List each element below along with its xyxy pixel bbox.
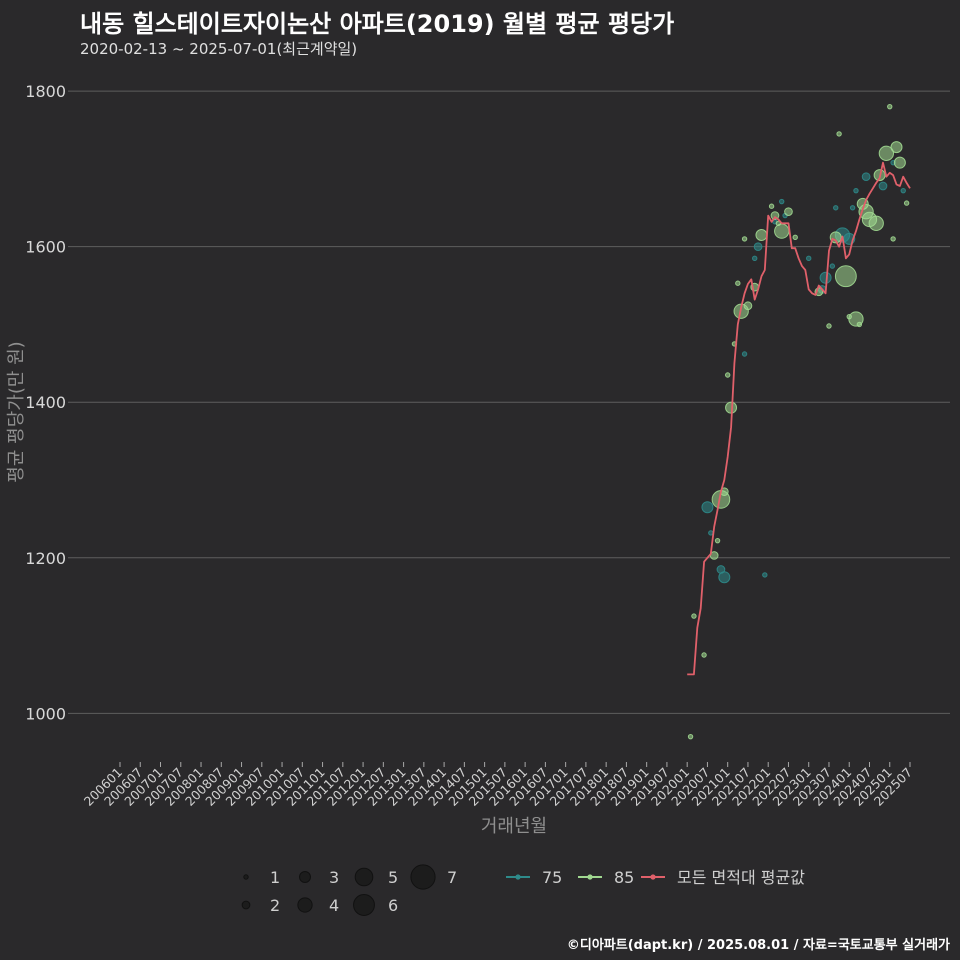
data-point-85 [687, 733, 694, 740]
series-legend-dot [650, 874, 656, 880]
data-points [687, 103, 910, 740]
size-legend-label: 4 [329, 896, 339, 915]
y-tick-label: 1200 [25, 549, 66, 568]
average-line [687, 161, 911, 676]
size-legend-label: 2 [270, 896, 280, 915]
data-point-85 [868, 215, 884, 231]
gridlines [68, 90, 950, 714]
data-point-75 [833, 205, 839, 211]
y-tick-label: 1800 [25, 82, 66, 101]
series-legend-label: 75 [542, 868, 562, 887]
size-legend-dot [410, 864, 436, 890]
chart-subtitle: 2020-02-13 ~ 2025-07-01(최근계약일) [80, 40, 358, 58]
data-point-85 [834, 265, 857, 288]
size-legend-label: 6 [388, 896, 398, 915]
data-point-85 [792, 234, 798, 241]
x-axis-label: 거래년월 [481, 816, 547, 837]
data-point-75 [752, 255, 758, 262]
data-point-75 [853, 187, 859, 194]
data-point-75 [718, 571, 731, 584]
data-point-85 [856, 321, 863, 328]
data-point-85 [890, 141, 903, 154]
y-tick-label: 1000 [25, 704, 66, 723]
data-point-75 [806, 255, 812, 262]
data-point-85 [701, 652, 707, 658]
size-legend-dot [241, 900, 251, 910]
data-point-85 [743, 301, 753, 311]
data-point-75 [849, 205, 856, 211]
data-point-85 [691, 613, 697, 619]
data-point-85 [878, 145, 895, 161]
data-point-75 [819, 271, 832, 284]
data-point-85 [768, 203, 775, 209]
y-tick-labels: 1000 1200 1400 1600 1800 [25, 82, 66, 723]
data-point-85 [826, 323, 832, 329]
size-legend-dot [297, 897, 313, 913]
data-point-75 [861, 172, 871, 182]
data-point-75 [900, 187, 906, 194]
size-legend-label: 3 [329, 868, 339, 887]
data-point-85 [893, 156, 906, 169]
data-point-75 [878, 181, 888, 191]
data-point-75 [779, 198, 785, 205]
data-point-85 [784, 207, 793, 217]
size-legend-label: 1 [270, 868, 280, 887]
legend: 1 2 3 4 5 6 7 75 85 모든 면적대 평균값 [241, 864, 805, 916]
credit-text: ©디아파트(dapt.kr) / 2025.08.01 / 자료=국토교통부 실… [566, 938, 950, 953]
series-legend-label: 85 [614, 868, 634, 887]
data-point-75 [829, 263, 836, 269]
data-point-85 [741, 236, 748, 242]
data-point-75 [741, 351, 748, 357]
data-point-85 [755, 229, 768, 241]
y-tick-label: 1600 [25, 238, 66, 257]
series-legend-dot [587, 874, 593, 880]
series-legend-dot [515, 874, 521, 880]
data-point-85 [724, 372, 731, 378]
average-line-path [687, 161, 911, 676]
size-legend-dot [354, 867, 374, 887]
size-legend-dot [299, 871, 311, 883]
y-tick-label: 1400 [25, 393, 66, 412]
data-point-85 [890, 236, 896, 242]
size-legend-dot [243, 874, 249, 880]
x-tick-labels: 2006012006072007012007072008012008072009… [81, 762, 915, 809]
data-point-85 [774, 223, 790, 239]
data-point-75 [701, 501, 714, 514]
data-point-85 [735, 280, 741, 286]
chart-title: 내동 힐스테이트자이논산 아파트(2019) 월별 평균 평당가 [80, 10, 675, 38]
size-legend-label: 5 [388, 868, 398, 887]
data-point-85 [836, 131, 842, 137]
data-point-75 [762, 572, 768, 578]
series-legend-label: 모든 면적대 평균값 [677, 868, 805, 887]
data-point-75 [753, 242, 763, 252]
data-point-85 [714, 537, 721, 544]
size-legend-dot [353, 894, 375, 916]
data-point-85 [903, 200, 910, 206]
data-point-85 [887, 103, 893, 110]
size-legend-label: 7 [447, 868, 457, 887]
y-axis-label: 평균 평당가(만 원) [6, 341, 27, 482]
